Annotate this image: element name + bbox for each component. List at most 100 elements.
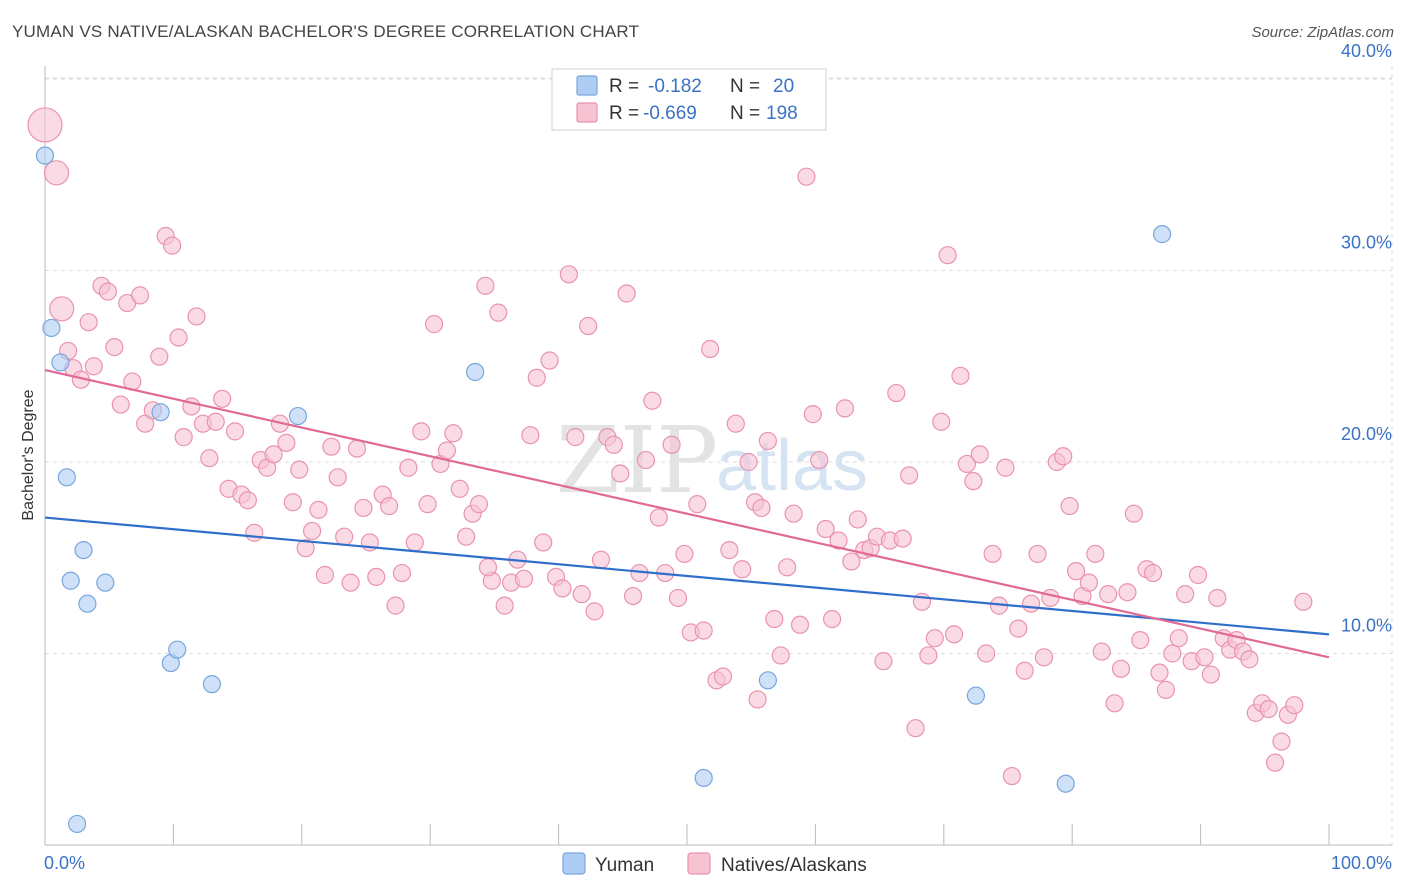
native-point: [611, 464, 630, 483]
native-point: [835, 399, 855, 418]
native-point: [726, 414, 745, 433]
bottom-legend-label-native: Natives/Alaskans: [721, 855, 867, 876]
native-point: [919, 646, 938, 665]
native-point: [1054, 447, 1073, 466]
native-point: [765, 609, 784, 629]
native-point: [803, 405, 822, 424]
native-point: [49, 296, 75, 322]
native-point: [111, 395, 130, 414]
native-point: [662, 435, 681, 454]
native-point: [1034, 648, 1054, 667]
native-point: [245, 523, 264, 542]
native-point: [579, 316, 598, 336]
trend-line-native: [44, 369, 1330, 659]
native-point: [694, 621, 713, 640]
native-point: [623, 586, 643, 606]
native-point: [1092, 642, 1111, 661]
yuman-point: [67, 814, 87, 834]
native-point: [1265, 753, 1285, 772]
native-point: [1002, 766, 1021, 786]
native-point: [386, 596, 405, 615]
native-point: [290, 460, 309, 479]
trend-lines: [44, 369, 1330, 659]
native-point: [478, 558, 498, 577]
native-point: [27, 107, 63, 143]
legend-swatch-native: [576, 102, 598, 123]
native-point: [469, 495, 489, 514]
yuman-point: [61, 571, 80, 590]
native-point: [951, 366, 970, 385]
chart-title: YUMAN VS NATIVE/ALASKAN BACHELOR'S DEGRE…: [12, 22, 640, 41]
native-point: [604, 435, 623, 454]
native-point: [450, 479, 469, 498]
native-point: [367, 567, 386, 587]
native-point: [341, 573, 360, 592]
native-point: [130, 286, 150, 305]
legend-r-value-yuman: -0.182: [648, 76, 702, 97]
native-point: [733, 560, 752, 579]
native-point: [150, 347, 169, 366]
native-point: [1240, 650, 1259, 669]
native-point: [585, 602, 604, 621]
native-point: [636, 450, 656, 470]
native-point: [527, 368, 546, 387]
yuman-point: [1152, 225, 1172, 244]
yuman-point: [35, 146, 55, 165]
x-tick-labels: 0.0% 100.0%: [44, 853, 1392, 873]
bottom-legend-swatch-native: [687, 852, 711, 875]
legend-n-value-yuman: 20: [773, 76, 794, 97]
x-tick-label-min: 0.0%: [44, 853, 85, 873]
native-point: [540, 351, 559, 370]
y-tick-label: 40.0%: [1341, 41, 1392, 61]
native-point: [347, 439, 367, 458]
native-point: [98, 282, 118, 301]
native-point: [874, 652, 893, 671]
native-point: [354, 498, 373, 518]
native-point: [264, 445, 283, 464]
native-point: [842, 552, 861, 571]
native-point: [713, 667, 733, 686]
native-point: [701, 339, 720, 359]
native-point: [1188, 565, 1208, 585]
native-point: [1086, 544, 1105, 564]
legend-n-value-native: 198: [766, 103, 798, 124]
native-point: [1028, 544, 1047, 564]
native-point: [495, 596, 514, 615]
native-point: [328, 468, 347, 487]
native-point: [1066, 562, 1086, 581]
yuman-point: [694, 768, 713, 788]
native-point: [1118, 583, 1137, 602]
native-point: [649, 508, 668, 527]
native-point: [1176, 585, 1195, 604]
yuman-point: [202, 675, 222, 694]
native-points: [27, 107, 1313, 786]
native-point: [932, 412, 951, 431]
native-point: [848, 510, 867, 529]
yuman-point: [51, 353, 70, 372]
native-point: [771, 646, 790, 665]
native-point: [810, 450, 829, 470]
native-point: [79, 313, 98, 332]
native-point: [925, 629, 944, 648]
y-tick-label: 10.0%: [1341, 616, 1392, 636]
source-label: Source: ZipAtlas.com: [1251, 24, 1394, 41]
y-axis-title: Bachelor's Degree: [20, 389, 37, 520]
native-point: [790, 615, 810, 634]
native-point: [1111, 659, 1131, 678]
native-point: [169, 328, 188, 347]
native-point: [405, 533, 424, 552]
native-point: [105, 338, 124, 357]
legend-r-value-native: -0.669: [643, 103, 697, 124]
yuman-point: [1056, 774, 1075, 793]
y-tick-labels: 10.0% 20.0% 30.0% 40.0%: [1341, 41, 1392, 636]
bottom-legend-swatch-yuman: [562, 852, 586, 875]
native-point: [1156, 680, 1176, 699]
native-point: [784, 504, 803, 523]
native-point: [521, 426, 540, 445]
native-point: [938, 246, 957, 265]
native-point: [572, 585, 591, 604]
native-point: [315, 565, 335, 585]
native-point: [283, 493, 302, 512]
yuman-point: [57, 468, 76, 487]
